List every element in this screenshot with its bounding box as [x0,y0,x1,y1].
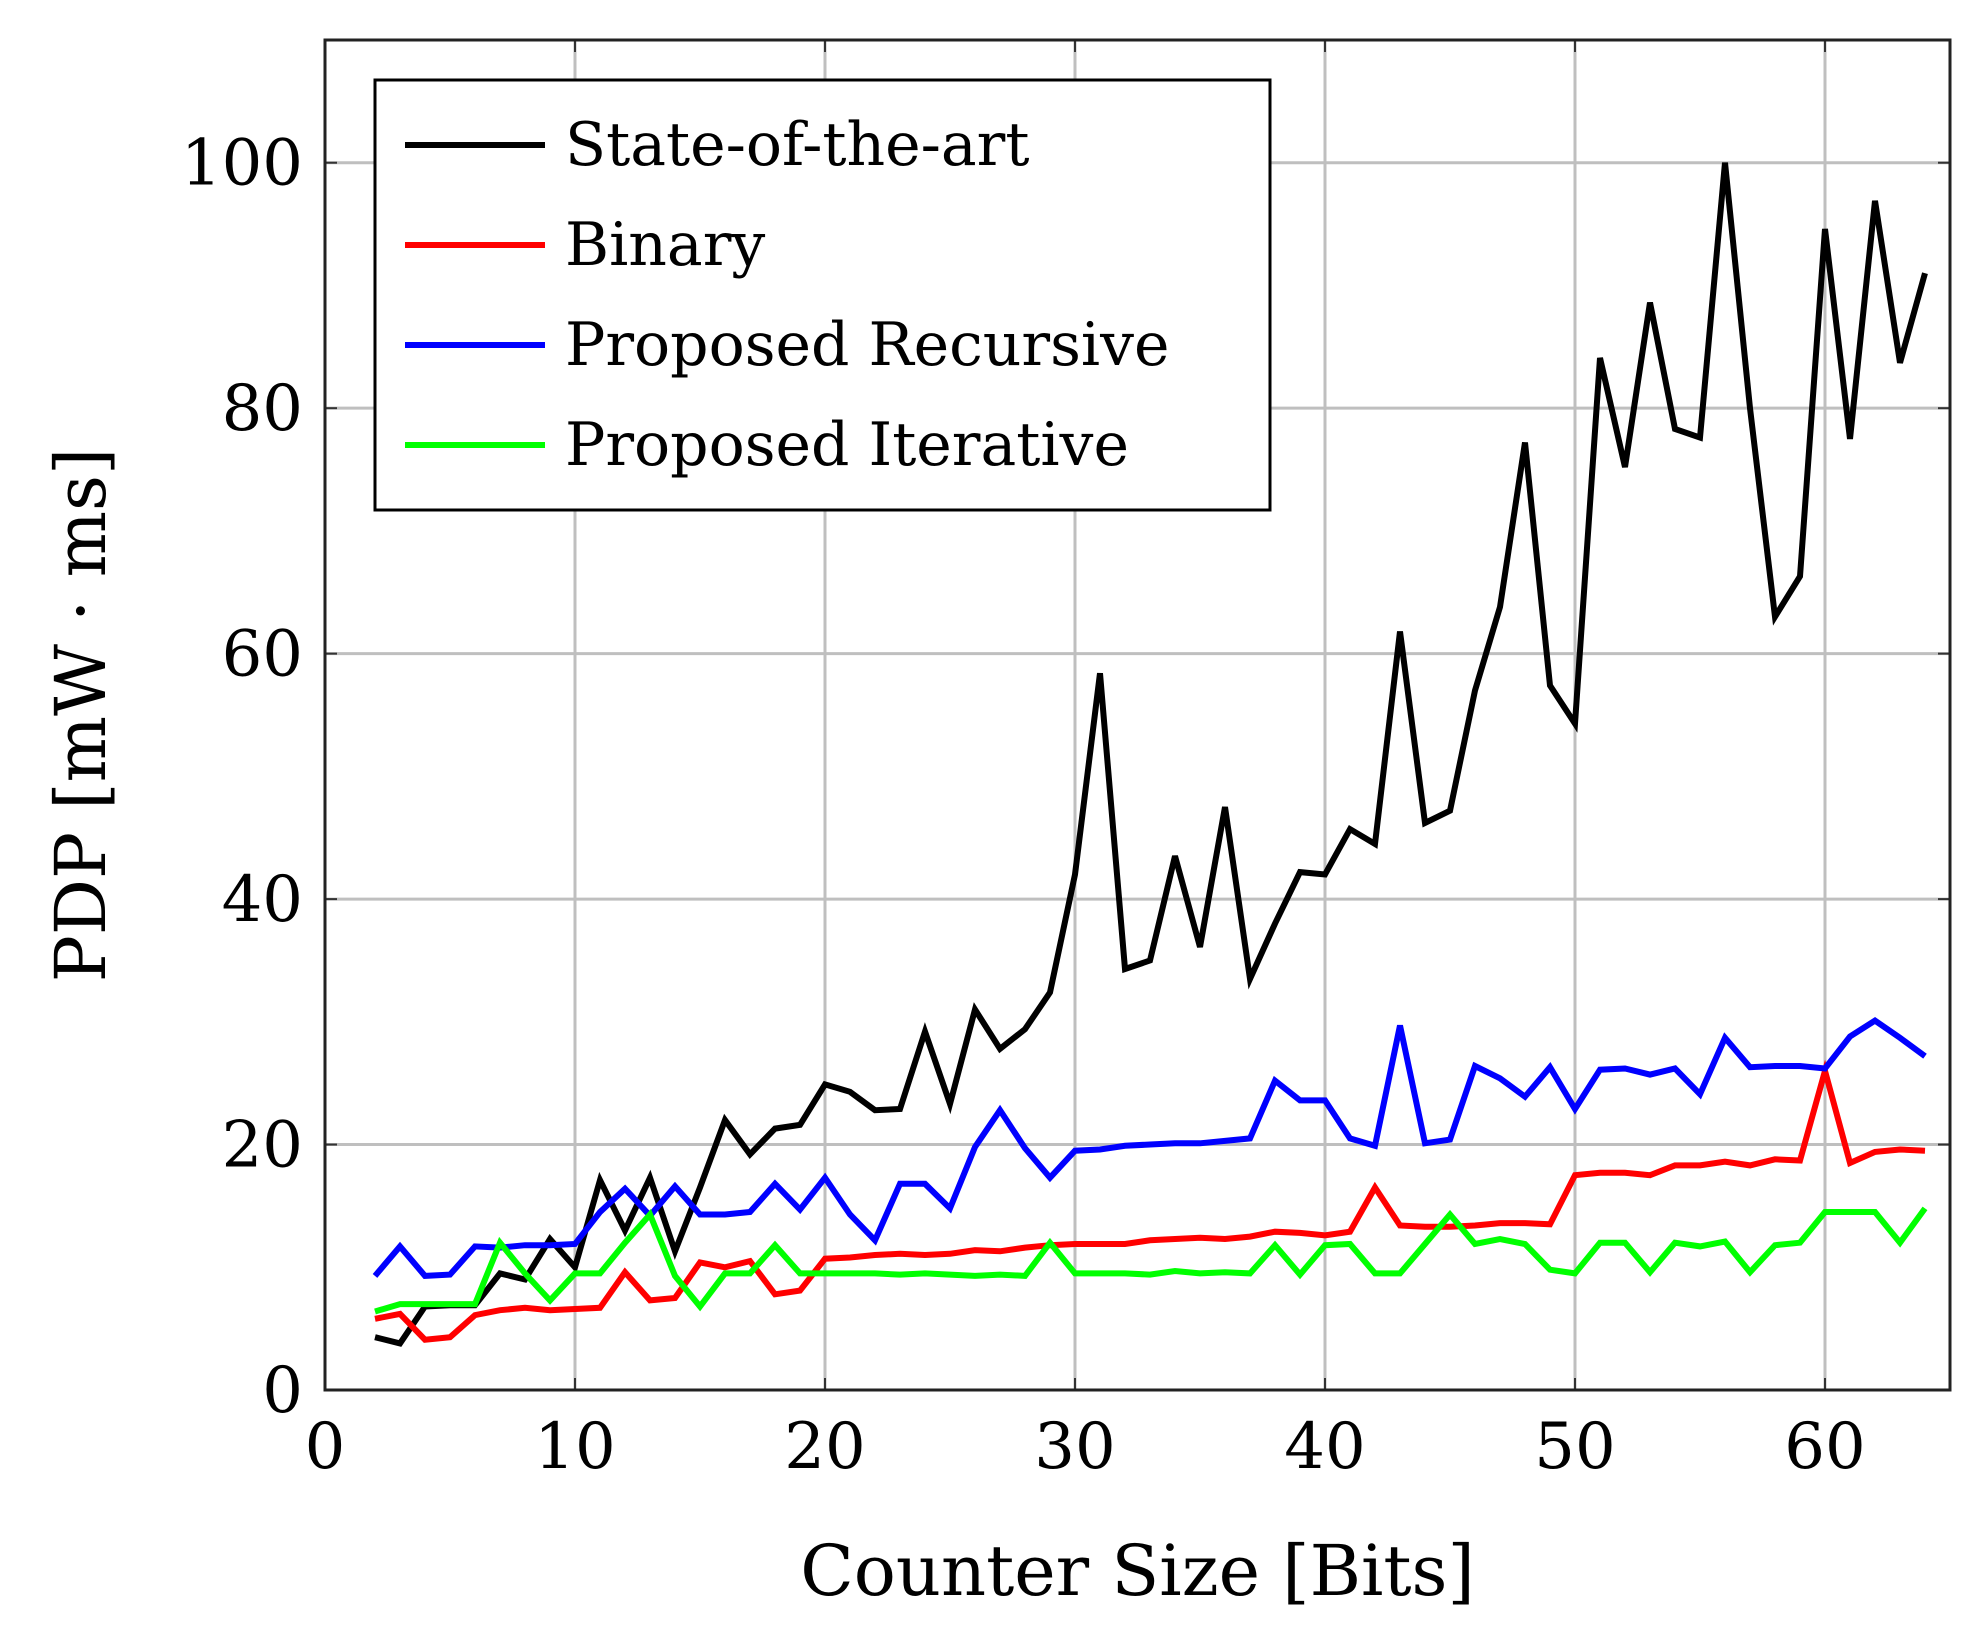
x-axis-label: Counter Size [Bits] [800,1530,1475,1612]
series-lines [372,162,1928,1347]
x-tick-label: 10 [534,1410,615,1484]
x-tick-label: 0 [305,1410,346,1484]
legend-entry-label: Binary [565,210,765,280]
y-tick-label: 20 [222,1109,303,1183]
legend: State-of-the-art Binary Proposed Recursive… [373,78,1272,512]
y-tick-label: 60 [222,618,303,692]
y-tick-label: 100 [181,127,303,201]
x-tick-label: 50 [1534,1410,1615,1484]
plot-frame [323,38,1952,1392]
x-tick-label: 40 [1284,1410,1365,1484]
x-tick-label: 60 [1784,1410,1865,1484]
y-tick-label: 80 [222,372,303,446]
x-tick-label: 30 [1034,1410,1115,1484]
legend-box [373,78,1272,512]
legend-entry-label: State-of-the-art [565,110,1029,180]
series-line-proposed-iterative [374,1206,1928,1315]
y-tick-label: 0 [262,1354,303,1428]
axis-ticks: 0 10 20 30 40 50 60 0 20 40 60 80 100 [181,40,1950,1484]
y-tick-label: 40 [222,863,303,937]
series-line-state-of-the-art [374,162,1928,1347]
series-line-binary [374,1059,1926,1343]
y-axis-label: PDP [mW · ms] [40,448,122,983]
legend-entry-label: Proposed Recursive [565,310,1169,380]
legend-entry-label: Proposed Iterative [565,410,1129,480]
x-tick-label: 20 [784,1410,865,1484]
series-line-proposed-recursive [372,1017,1927,1279]
